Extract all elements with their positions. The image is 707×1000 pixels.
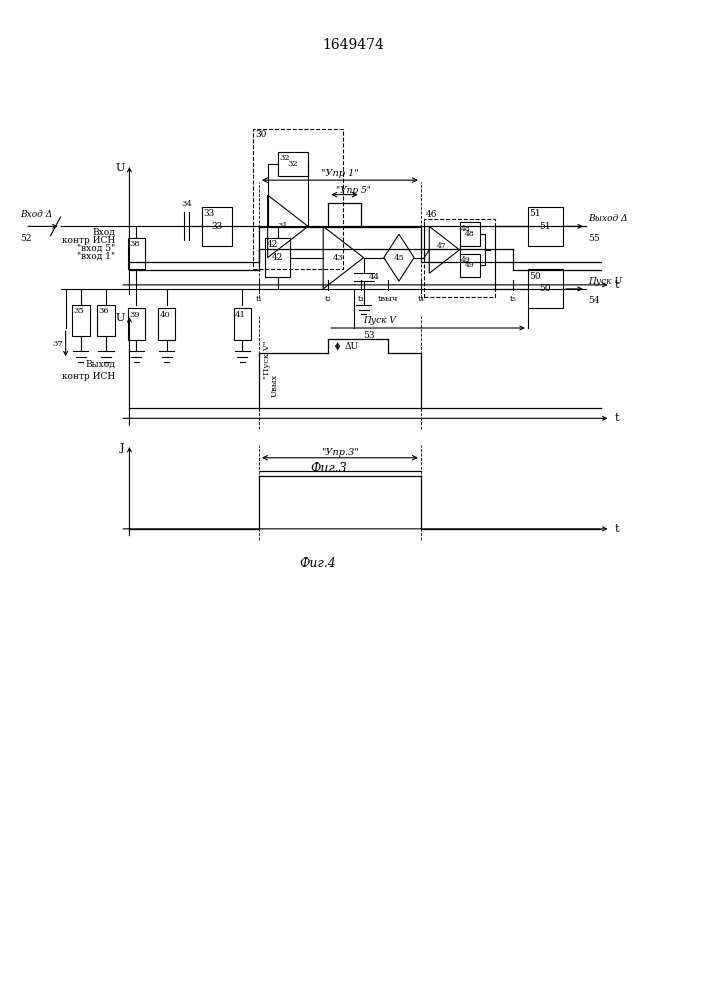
- Text: "Упр.3": "Упр.3": [321, 448, 359, 457]
- Text: 45: 45: [394, 254, 404, 262]
- Bar: [202, 207, 233, 246]
- Text: 50: 50: [530, 272, 541, 281]
- Bar: [127, 238, 145, 269]
- Text: 39: 39: [129, 311, 140, 319]
- Bar: [233, 308, 251, 340]
- Text: контр ИСН: контр ИСН: [62, 236, 115, 245]
- Text: 48: 48: [464, 230, 474, 238]
- Text: 40: 40: [159, 311, 170, 319]
- Text: 34: 34: [182, 200, 192, 208]
- Text: 50: 50: [539, 284, 551, 293]
- Text: t: t: [615, 413, 619, 423]
- Text: 35: 35: [74, 307, 84, 315]
- Text: t₂: t₂: [325, 295, 332, 303]
- Bar: [460, 254, 480, 277]
- Text: 51: 51: [530, 209, 541, 218]
- Bar: [158, 308, 175, 340]
- Bar: [460, 222, 480, 246]
- Text: t₄: t₄: [417, 295, 424, 303]
- Bar: [127, 308, 145, 340]
- Text: t₁: t₁: [256, 295, 262, 303]
- Text: 54: 54: [588, 296, 600, 305]
- Text: ΔU: ΔU: [344, 342, 358, 351]
- Text: J: J: [120, 443, 125, 453]
- Text: "Упр 5": "Упр 5": [337, 186, 371, 195]
- Text: 51: 51: [539, 222, 551, 231]
- Text: 53: 53: [363, 331, 375, 340]
- Text: Вход: Вход: [93, 228, 115, 237]
- Text: 37: 37: [53, 340, 64, 348]
- Text: Вход Δ: Вход Δ: [21, 210, 52, 219]
- Text: 42: 42: [272, 253, 284, 262]
- Text: t₅: t₅: [510, 295, 517, 303]
- Text: 41: 41: [235, 311, 246, 319]
- Bar: [72, 305, 90, 336]
- Text: 38: 38: [129, 240, 140, 248]
- Text: 1649474: 1649474: [322, 38, 385, 52]
- Text: "Упр 1": "Упр 1": [321, 169, 359, 178]
- Text: 33: 33: [211, 222, 223, 231]
- Bar: [97, 305, 115, 336]
- Text: 46: 46: [426, 210, 437, 219]
- Text: "Пуск V": "Пуск V": [262, 341, 271, 379]
- Bar: [278, 152, 308, 176]
- Text: "вход 5": "вход 5": [77, 244, 115, 253]
- Text: 30: 30: [255, 130, 267, 139]
- Text: 32: 32: [279, 154, 290, 162]
- Bar: [527, 207, 563, 246]
- Text: 49: 49: [464, 261, 474, 269]
- Text: 44: 44: [368, 273, 380, 281]
- Text: 31: 31: [277, 222, 288, 230]
- Text: U: U: [115, 163, 125, 173]
- Text: Фиг.3: Фиг.3: [310, 462, 346, 475]
- Text: 47: 47: [437, 242, 447, 250]
- Text: Выход: Выход: [86, 360, 115, 369]
- Text: 52: 52: [21, 234, 32, 243]
- Bar: [252, 129, 344, 269]
- Text: tвыч: tвыч: [378, 295, 399, 303]
- Text: Пуск V: Пуск V: [363, 316, 397, 325]
- Text: "вход 1": "вход 1": [78, 252, 115, 261]
- Text: Uвых: Uвых: [271, 373, 279, 397]
- Text: 55: 55: [588, 234, 600, 243]
- Bar: [424, 219, 495, 297]
- Text: 32: 32: [288, 160, 298, 168]
- Text: Пуск U: Пуск U: [588, 277, 622, 286]
- Text: 33: 33: [204, 209, 215, 218]
- Text: 48: 48: [461, 225, 471, 233]
- Text: 43: 43: [333, 254, 344, 262]
- Text: U: U: [115, 313, 125, 323]
- Text: контр ИСН: контр ИСН: [62, 372, 115, 381]
- Text: 42: 42: [267, 240, 278, 249]
- Text: t: t: [615, 524, 619, 534]
- Text: Фиг.4: Фиг.4: [300, 557, 337, 570]
- Text: t₃: t₃: [358, 295, 364, 303]
- Text: 49: 49: [461, 256, 471, 264]
- Text: t: t: [615, 280, 619, 290]
- Text: 36: 36: [99, 307, 110, 315]
- Text: Выход Δ: Выход Δ: [588, 214, 628, 223]
- Bar: [265, 238, 291, 277]
- Bar: [527, 269, 563, 308]
